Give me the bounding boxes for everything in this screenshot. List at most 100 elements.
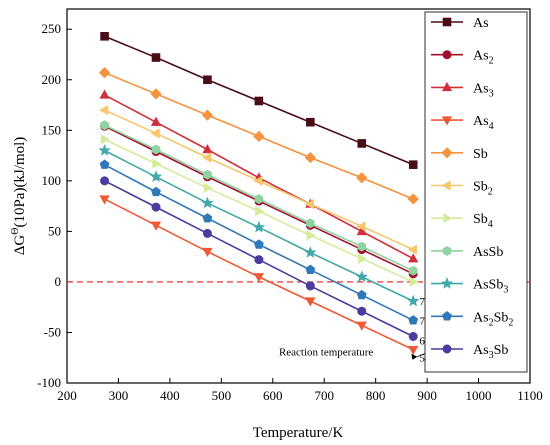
- data-point: [151, 186, 161, 197]
- data-point: [356, 221, 366, 232]
- x-tick-label: 900: [417, 388, 437, 403]
- data-point: [356, 225, 367, 236]
- data-point: [201, 196, 214, 209]
- legend-item-Sb4: Sb4​: [431, 212, 493, 230]
- series-As3Sb: [100, 176, 418, 342]
- data-point: [357, 139, 367, 148]
- data-point: [408, 160, 418, 169]
- data-point: [203, 182, 213, 194]
- series-Sb: [98, 67, 419, 205]
- series-AsSb: [100, 120, 418, 276]
- legend-label: As2​Sb2: [473, 310, 513, 328]
- x-tick-label: 1000: [466, 388, 492, 403]
- data-point: [151, 202, 161, 212]
- data-point: [306, 230, 316, 241]
- legend-label: As2​: [473, 49, 494, 67]
- annotation: Reaction temperature: [279, 347, 373, 359]
- data-point: [252, 220, 266, 233]
- data-point: [440, 277, 454, 289]
- data-point: [254, 255, 264, 265]
- series-AsSb3: [98, 144, 420, 307]
- data-point: [202, 152, 212, 163]
- data-point: [355, 270, 368, 283]
- data-point: [304, 198, 315, 210]
- series-layer: [98, 31, 420, 356]
- data-point: [99, 195, 110, 205]
- x-tick-label: 800: [366, 388, 386, 403]
- y-axis-title: ΔGΘ(10Pa)(kJ/mol): [10, 137, 28, 256]
- legend-item-As: As: [431, 16, 489, 31]
- y-tick-label: 150: [42, 122, 62, 137]
- series-Sb4: [100, 134, 419, 288]
- data-point: [150, 221, 162, 231]
- data-point: [304, 151, 316, 164]
- data-point: [253, 239, 264, 249]
- x-axis-title: Temperature/K: [253, 425, 344, 441]
- data-point: [443, 213, 453, 224]
- data-point: [98, 67, 111, 79]
- data-point: [305, 264, 316, 274]
- y-tick-label: 250: [42, 21, 62, 36]
- data-point: [253, 175, 263, 186]
- legend-label: As3​: [473, 81, 494, 99]
- data-point: [442, 311, 452, 321]
- legend-label: Sb: [473, 147, 488, 162]
- legend-item-As4: As4​: [431, 114, 494, 132]
- data-point: [357, 241, 367, 252]
- data-point: [253, 273, 265, 283]
- legend-box: [424, 11, 528, 373]
- data-point: [442, 50, 452, 60]
- data-point: [100, 134, 110, 145]
- x-tick-label: 700: [314, 388, 334, 403]
- data-point: [151, 144, 161, 155]
- data-point: [441, 180, 451, 191]
- data-point: [407, 244, 417, 255]
- data-point: [202, 247, 213, 258]
- series-Sb2: [99, 104, 417, 255]
- data-point: [152, 158, 162, 169]
- data-point: [358, 253, 368, 264]
- data-point: [305, 281, 315, 291]
- data-point: [98, 144, 111, 156]
- data-point: [356, 321, 367, 331]
- data-point: [99, 159, 110, 169]
- data-point: [407, 294, 420, 307]
- data-point: [202, 228, 212, 238]
- data-point: [202, 144, 213, 154]
- data-point: [356, 172, 368, 184]
- data-point: [254, 194, 264, 204]
- data-point: [306, 117, 315, 127]
- data-point: [304, 246, 317, 258]
- legend-label: As3​Sb: [473, 343, 508, 361]
- y-tick-label: 200: [42, 72, 62, 87]
- data-point: [149, 170, 163, 182]
- data-point: [442, 344, 452, 354]
- series-As2Sb2: [99, 159, 419, 325]
- data-point: [202, 213, 213, 223]
- data-point: [441, 116, 453, 126]
- legend-label: Sb4​: [473, 212, 493, 230]
- data-point: [203, 75, 212, 85]
- data-point: [203, 169, 212, 180]
- x-tick-label: 400: [160, 388, 180, 403]
- data-point: [150, 88, 162, 100]
- legend-item-As2: As2​: [431, 49, 494, 67]
- legend-label: As4​: [473, 114, 494, 132]
- data-point: [100, 120, 109, 131]
- x-tick-label: 200: [57, 388, 77, 403]
- y-tick-label: 0: [55, 274, 62, 289]
- y-tick-label: -50: [44, 324, 61, 339]
- legend-item-As3: As3​: [431, 81, 494, 99]
- data-point: [100, 31, 109, 41]
- data-point: [150, 116, 162, 126]
- data-point: [442, 245, 452, 256]
- y-tick-label: 100: [42, 173, 62, 188]
- legend-label: Sb2​: [473, 180, 493, 198]
- x-tick-label: 300: [109, 388, 129, 403]
- data-point: [305, 297, 316, 307]
- x-tick-label: 500: [212, 388, 232, 403]
- y-tick-label: -100: [37, 375, 61, 390]
- legend-item-Sb: Sb: [431, 147, 488, 162]
- legend: As As2​ As3​ As4​ Sb Sb2​ Sb4​ AsSb AsSb3​ As2​Sb…: [431, 16, 513, 361]
